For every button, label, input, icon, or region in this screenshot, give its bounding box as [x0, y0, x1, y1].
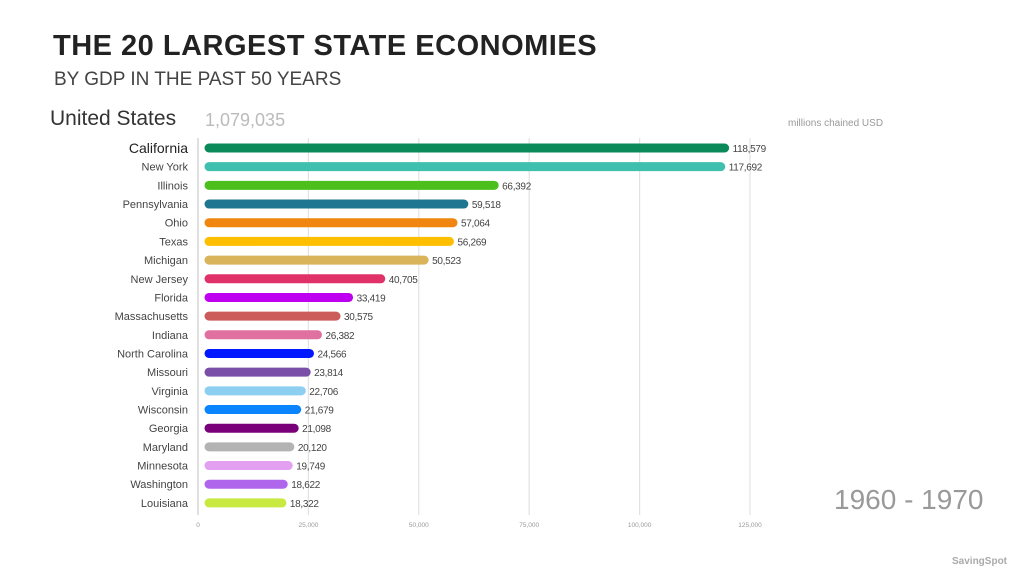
data-label: 56,269: [457, 237, 487, 248]
chart-subtitle: BY GDP IN THE PAST 50 YEARS: [54, 69, 342, 90]
brand-logo: SavingSpot: [952, 556, 1008, 567]
category-label: Florida: [154, 292, 189, 304]
data-label: 18,322: [290, 499, 320, 510]
data-label: 23,814: [314, 368, 344, 379]
x-tick-label: 75,000: [519, 522, 539, 529]
category-label: Minnesota: [137, 461, 189, 473]
category-label: Ohio: [165, 218, 188, 230]
category-label: Maryland: [143, 442, 188, 454]
data-label: 50,523: [432, 256, 462, 267]
data-label: 26,382: [326, 331, 356, 342]
x-tick-label: 50,000: [409, 522, 429, 529]
data-label: 59,518: [472, 200, 502, 211]
category-label: Illinois: [157, 180, 188, 192]
x-tick-label: 125,000: [738, 522, 762, 529]
x-tick-label: 25,000: [298, 522, 318, 529]
category-label: New Jersey: [131, 274, 189, 286]
data-label: 66,392: [502, 181, 532, 192]
category-label: New York: [142, 162, 189, 174]
category-label: Wisconsin: [138, 405, 188, 417]
chart-title: THE 20 LARGEST STATE ECONOMIES: [53, 30, 598, 62]
category-label: Washington: [130, 479, 188, 491]
category-label: California: [129, 140, 188, 156]
units-label: millions chained USD: [788, 118, 884, 129]
data-label: 24,566: [317, 349, 347, 360]
data-label: 33,419: [357, 293, 387, 304]
data-label: 22,706: [309, 387, 339, 398]
category-label: Louisiana: [141, 498, 189, 510]
data-label: 118,579: [733, 144, 767, 155]
category-label: Georgia: [149, 423, 189, 435]
category-label: Indiana: [152, 330, 189, 342]
category-label: Virginia: [152, 386, 189, 398]
data-label: 117,692: [729, 163, 763, 174]
data-label: 19,749: [296, 462, 326, 473]
data-label: 57,064: [461, 219, 491, 230]
category-label: Texas: [159, 236, 188, 248]
data-label: 21,679: [305, 406, 335, 417]
x-tick-label: 100,000: [628, 522, 652, 529]
period-label: 1960 - 1970: [834, 484, 984, 515]
total-label: United States: [50, 107, 177, 130]
data-label: 30,575: [344, 312, 374, 323]
category-label: Missouri: [147, 367, 188, 379]
data-label: 21,098: [302, 424, 332, 435]
category-label: Michigan: [144, 255, 188, 267]
data-label: 40,705: [389, 275, 419, 286]
category-label: Pennsylvania: [123, 199, 189, 211]
category-label: North Carolina: [117, 348, 189, 360]
category-label: Massachusetts: [115, 311, 189, 323]
x-tick-label: 0: [196, 522, 200, 529]
data-label: 20,120: [298, 443, 328, 454]
data-label: 18,622: [291, 480, 321, 491]
total-value: 1,079,035: [205, 110, 286, 130]
